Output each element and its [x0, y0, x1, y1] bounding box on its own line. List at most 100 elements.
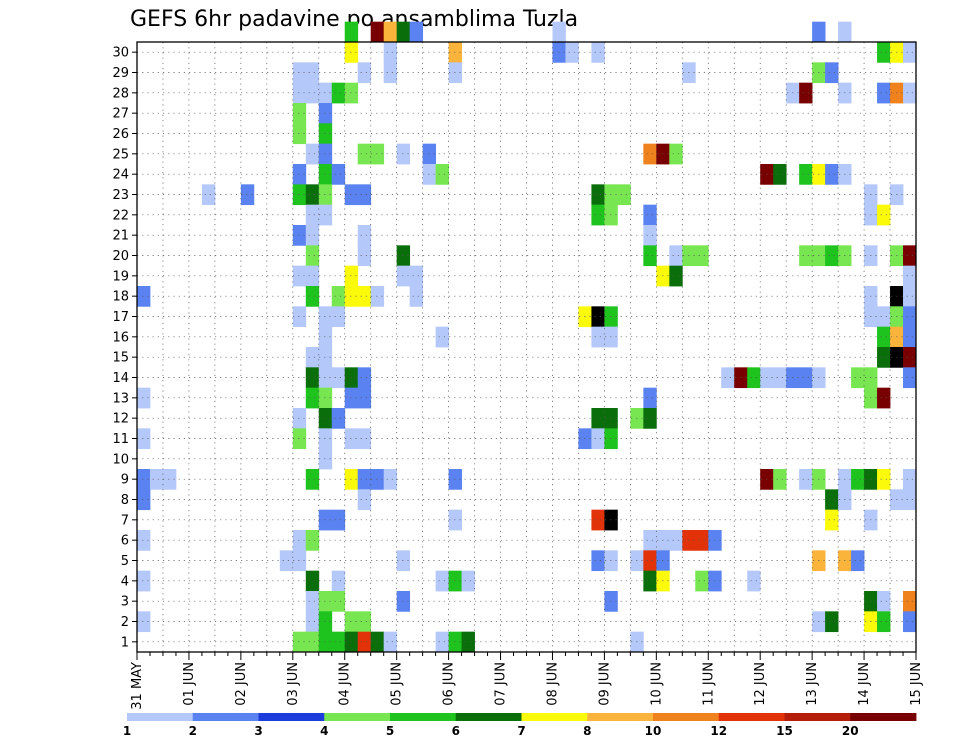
cell-r20-d3 — [292, 225, 307, 246]
cell-r30-d8 — [552, 21, 566, 43]
cell-r3-d5.75 — [435, 570, 449, 592]
cell-r4-d3 — [292, 550, 307, 572]
legend-swatch — [127, 713, 194, 721]
cell-r15-d14.25 — [877, 326, 891, 348]
cell-r13-d13.75 — [851, 367, 865, 389]
y-tick-label: 6 — [121, 534, 129, 549]
y-tick-label: 11 — [112, 432, 129, 447]
cell-r0-d4.75 — [383, 631, 398, 653]
cell-r18-d3 — [292, 265, 307, 287]
legend-label: 1 — [123, 724, 131, 738]
legend-label: 6 — [452, 724, 460, 738]
cell-r26-d3.5 — [318, 103, 333, 124]
cell-r10-d4.25 — [357, 428, 372, 450]
cell-r2-d14.75 — [903, 591, 917, 612]
legend-swatch — [850, 713, 917, 721]
cell-r12-d3.5 — [318, 387, 333, 409]
cell-r21-d3.25 — [305, 204, 320, 226]
y-tick-label: 2 — [121, 615, 129, 630]
cell-r27-d3.75 — [331, 82, 346, 104]
cell-r21-d3.5 — [318, 204, 333, 226]
cell-r19-d10.75 — [695, 245, 709, 267]
legend-label: 7 — [517, 724, 525, 738]
cell-r15-d14.75 — [903, 326, 917, 348]
cell-r28-d3 — [292, 62, 307, 84]
cell-r4-d2.75 — [279, 550, 294, 572]
cell-r24-d3.5 — [318, 143, 333, 165]
cell-r22-d8.75 — [591, 184, 605, 206]
cell-r16-d3.75 — [331, 306, 346, 328]
cell-r13-d3.75 — [331, 367, 346, 389]
cell-r25-d3.5 — [318, 123, 333, 145]
cell-r30-d4 — [344, 21, 359, 43]
cell-r6-d13.25 — [825, 509, 839, 531]
y-axis-ticks: 1234567891011121314151617181920212223242… — [112, 46, 137, 650]
y-tick-label: 22 — [112, 208, 129, 223]
cell-r3-d10.75 — [695, 570, 709, 592]
y-tick-label: 7 — [121, 513, 129, 528]
cell-r23-d3 — [292, 164, 307, 185]
cell-r30-d13.5 — [838, 21, 852, 43]
cell-r5-d3 — [292, 530, 307, 551]
cell-r27-d4 — [344, 82, 359, 104]
y-tick-label: 27 — [112, 107, 129, 122]
cell-r24-d4.25 — [357, 143, 372, 165]
cell-r17-d3.75 — [331, 286, 346, 307]
cell-r13-d11.25 — [721, 367, 735, 389]
cell-r19-d3.25 — [305, 245, 320, 267]
cell-r1-d4.25 — [357, 611, 372, 633]
cell-r12-d0 — [137, 387, 151, 409]
cell-r21-d8.75 — [591, 204, 605, 226]
y-tick-label: 17 — [112, 310, 129, 325]
cell-r9-d3.5 — [318, 448, 333, 470]
cell-r22-d3.5 — [318, 184, 333, 206]
legend-label: 2 — [189, 724, 197, 738]
cell-r8-d0.5 — [162, 469, 177, 490]
cell-r0-d5.75 — [435, 631, 449, 653]
y-tick-label: 10 — [112, 452, 129, 467]
legend-label: 8 — [583, 724, 591, 738]
y-tick-label: 24 — [112, 168, 129, 183]
cell-r3-d3.25 — [305, 570, 320, 592]
cell-r0-d3.75 — [331, 631, 346, 653]
cell-r11-d3 — [292, 408, 307, 429]
cell-r10-d3 — [292, 428, 307, 450]
x-tick-label: 09 JUN — [597, 662, 612, 706]
y-tick-label: 19 — [112, 269, 129, 284]
cell-r13-d4 — [344, 367, 359, 389]
cell-r22-d3 — [292, 184, 307, 206]
cell-r8-d0.25 — [149, 469, 164, 490]
x-tick-label: 04 JUN — [338, 662, 353, 706]
cell-r1-d14.75 — [903, 611, 917, 633]
cell-r8-d13.75 — [851, 469, 865, 490]
legend-label: 12 — [710, 724, 727, 738]
cell-r27-d3.25 — [305, 82, 320, 104]
y-tick-label: 20 — [112, 249, 129, 264]
cell-r13-d4.25 — [357, 367, 372, 389]
cell-r5-d9.75 — [643, 530, 657, 551]
cell-r16-d3.5 — [318, 306, 333, 328]
cell-r16-d8.75 — [591, 306, 605, 328]
y-tick-label: 21 — [112, 229, 129, 244]
plot-border — [136, 41, 917, 653]
cell-r27-d14.75 — [903, 82, 917, 104]
cell-r27-d3 — [292, 82, 307, 104]
cell-r20-d9.75 — [643, 225, 657, 246]
cell-r5-d0 — [137, 530, 151, 551]
cell-r17-d4 — [344, 286, 359, 307]
cell-r11-d9.75 — [643, 408, 657, 429]
cell-r28-d13.25 — [825, 62, 839, 84]
legend-swatch — [653, 713, 720, 721]
y-tick-label: 12 — [112, 412, 129, 427]
cell-r3-d6.25 — [461, 570, 475, 592]
legend-swatch — [718, 713, 785, 721]
cell-r17-d14.75 — [903, 286, 917, 307]
cell-r28-d3.25 — [305, 62, 320, 84]
y-tick-label: 13 — [112, 391, 129, 406]
cell-r3-d11.75 — [747, 570, 761, 592]
cell-r0-d3.5 — [318, 631, 333, 653]
cell-r1-d13.25 — [825, 611, 839, 633]
cell-r8-d12.75 — [799, 469, 813, 490]
cell-r5-d3.25 — [305, 530, 320, 551]
cell-r29-d8.75 — [591, 42, 605, 63]
